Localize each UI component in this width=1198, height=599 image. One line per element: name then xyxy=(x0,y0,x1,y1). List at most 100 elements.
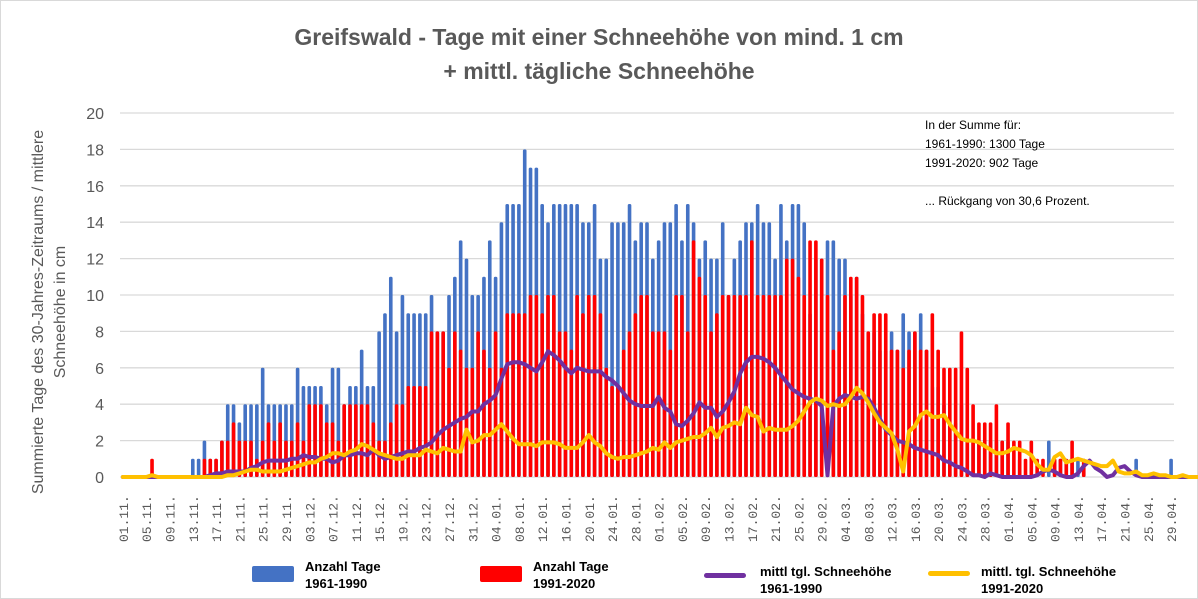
bar-1991-2020 xyxy=(569,349,574,477)
bar-1991-2020 xyxy=(487,367,492,477)
bar-1991-2020 xyxy=(453,331,457,477)
x-tick-label: 31.12. xyxy=(466,495,481,542)
legend-label-red-line2: 1991-2020 xyxy=(533,576,596,591)
bar-1991-2020 xyxy=(202,458,207,477)
x-tick-label: 01.11. xyxy=(117,495,132,542)
bar-1991-2020 xyxy=(505,313,510,477)
x-tick-label: 07.12. xyxy=(327,495,342,542)
bar-1991-2020 xyxy=(324,422,329,477)
bar-1991-2020 xyxy=(592,295,597,477)
bar-1991-2020 xyxy=(965,367,970,477)
bar-1991-2020 xyxy=(458,349,463,477)
bar-1961-1990 xyxy=(1169,458,1173,477)
bar-1991-2020 xyxy=(825,295,830,477)
x-tick-label: 05.02. xyxy=(676,495,691,542)
bar-1991-2020 xyxy=(930,313,935,477)
bar-1991-2020 xyxy=(656,331,661,477)
x-tick-label: 01.04. xyxy=(1002,495,1017,542)
bar-1991-2020 xyxy=(755,295,760,477)
legend-label-blue-line1: Anzahl Tage xyxy=(305,559,381,574)
bar-1991-2020 xyxy=(313,404,317,477)
x-tick-label: 28.03. xyxy=(979,495,994,542)
x-tick-label: 11.12. xyxy=(350,495,365,542)
x-tick-label: 08.01. xyxy=(513,495,528,542)
bar-1991-2020 xyxy=(406,386,411,477)
legend-label-purple-line1: mittl tgl. Schneehöhe xyxy=(760,564,892,579)
bar-1991-2020 xyxy=(761,295,766,477)
x-tick-label: 17.11. xyxy=(210,495,225,542)
x-tick-label: 21.02. xyxy=(769,495,784,542)
chart-title: Greifswald - Tage mit einer Schneehöhe v… xyxy=(294,24,904,50)
x-tick-label: 13.04. xyxy=(1072,495,1087,542)
legend-label-yellow-line1: mittl. tgl. Schneehöhe xyxy=(981,564,1117,579)
legend-label-blue-line2: 1961-1990 xyxy=(305,576,368,591)
bar-1991-2020 xyxy=(639,295,643,477)
bar-1991-2020 xyxy=(738,295,742,477)
y-tick-label: 8 xyxy=(95,324,104,341)
bar-1991-2020 xyxy=(1017,440,1022,477)
bar-1991-2020 xyxy=(575,295,579,477)
annotation-line: 1961-1990: 1300 Tage xyxy=(925,137,1045,151)
line-1961-1990 xyxy=(120,349,1198,479)
bar-1991-2020 xyxy=(878,313,882,477)
bar-1991-2020 xyxy=(883,313,888,477)
lines xyxy=(120,349,1198,479)
bar-1991-2020 xyxy=(697,276,702,477)
bar-1991-2020 xyxy=(435,331,440,477)
bar-1991-2020 xyxy=(511,313,515,477)
x-tick-label: 12.03. xyxy=(886,495,901,542)
bar-1991-2020 xyxy=(849,276,853,477)
bar-1991-2020 xyxy=(377,440,381,477)
bar-1991-2020 xyxy=(447,367,451,477)
legend-swatch-red xyxy=(480,566,522,582)
bar-1991-2020 xyxy=(307,404,312,477)
bar-1991-2020 xyxy=(674,295,678,477)
x-tick-label: 19.12. xyxy=(396,495,411,542)
x-tick-label: 01.02. xyxy=(653,495,668,542)
bar-1991-2020 xyxy=(348,404,352,477)
bar-1991-2020 xyxy=(581,313,585,477)
bar-1991-2020 xyxy=(720,295,725,477)
bar-1991-2020 xyxy=(330,422,335,477)
x-tick-label: 21.04. xyxy=(1119,495,1134,542)
y-tick-label: 10 xyxy=(86,288,104,305)
bar-1961-1990 xyxy=(190,458,195,477)
bar-1991-2020 xyxy=(563,331,568,477)
bar-1991-2020 xyxy=(680,295,684,477)
bar-1991-2020 xyxy=(779,295,783,477)
bar-1991-2020 xyxy=(616,386,620,477)
bar-1991-2020 xyxy=(936,349,940,477)
bar-1991-2020 xyxy=(150,458,154,477)
y-tick-label: 14 xyxy=(86,215,104,232)
bar-1991-2020 xyxy=(610,386,614,477)
x-tick-label: 15.12. xyxy=(373,495,388,542)
bar-1961-1990 xyxy=(196,458,201,477)
bar-1991-2020 xyxy=(726,295,731,477)
y-tick-label: 6 xyxy=(95,361,104,378)
annotation-line xyxy=(925,173,1090,192)
y-tick-label: 12 xyxy=(86,252,104,269)
bar-1991-2020 xyxy=(942,367,946,477)
bar-1991-2020 xyxy=(645,295,649,477)
bar-1991-2020 xyxy=(295,422,300,477)
bar-1991-2020 xyxy=(243,440,248,477)
legend-label-yellow-line2: 1991-2020 xyxy=(981,581,1044,596)
bar-1991-2020 xyxy=(400,404,405,477)
annotation-line: In der Summe für: xyxy=(925,118,1022,132)
bar-1991-2020 xyxy=(802,295,807,477)
bar-1991-2020 xyxy=(854,276,859,477)
bar-1991-2020 xyxy=(784,258,789,477)
x-tick-label: 05.11. xyxy=(140,495,155,542)
x-tick-label: 25.02. xyxy=(792,495,807,542)
legend-label-purple: mittl tgl. Schneehöhe 1961-1990 xyxy=(760,563,891,597)
y-tick-label: 0 xyxy=(95,470,104,487)
bar-1991-2020 xyxy=(266,422,271,477)
bar-1991-2020 xyxy=(301,440,306,477)
bar-1991-2020 xyxy=(627,331,632,477)
bar-1991-2020 xyxy=(621,349,626,477)
bar-1991-2020 xyxy=(482,349,486,477)
annotation-line: 1991-2020: 902 Tage xyxy=(925,156,1039,170)
bar-1991-2020 xyxy=(517,313,521,477)
bar-1991-2020 xyxy=(796,276,801,477)
